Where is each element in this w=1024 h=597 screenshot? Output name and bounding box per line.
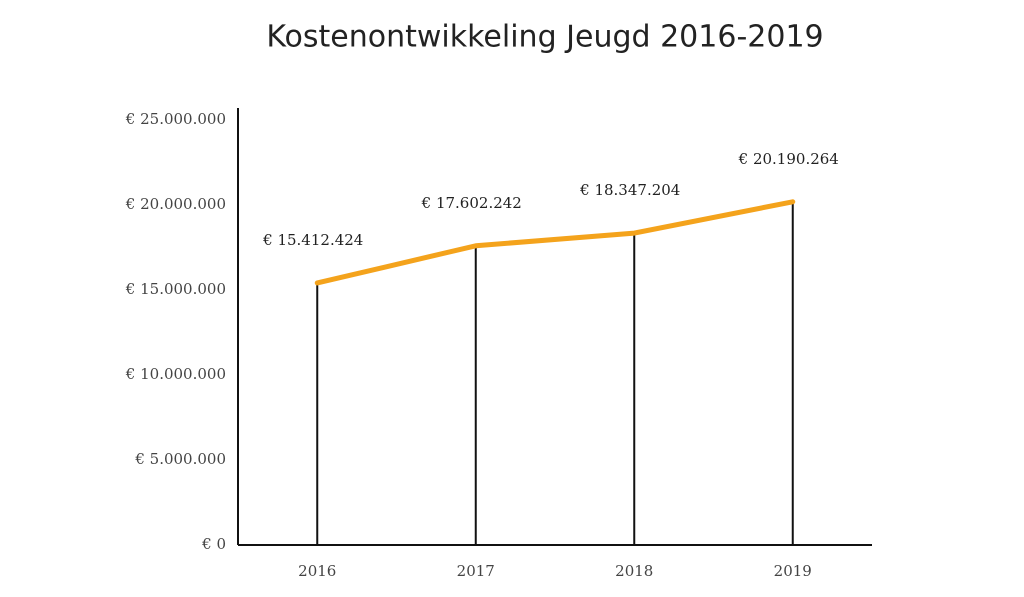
y-tick-label: € 10.000.000 <box>125 365 226 383</box>
y-tick-label: € 5.000.000 <box>134 450 226 468</box>
value-label: € 18.347.204 <box>579 181 680 199</box>
x-tick-label: 2018 <box>615 562 653 580</box>
value-label: € 17.602.242 <box>421 194 522 212</box>
x-tick-label: 2019 <box>774 562 812 580</box>
y-tick-label: € 0 <box>201 535 226 553</box>
chart-title: Kostenontwikkeling Jeugd 2016-2019 <box>266 20 823 55</box>
y-tick-label: € 20.000.000 <box>125 195 226 213</box>
value-label: € 15.412.424 <box>262 231 363 249</box>
x-tick-label: 2017 <box>457 562 495 580</box>
value-label: € 20.190.264 <box>738 150 839 168</box>
x-tick-label: 2016 <box>298 562 336 580</box>
line <box>314 199 796 286</box>
y-tick-label: € 15.000.000 <box>125 280 226 298</box>
y-tick-label: € 25.000.000 <box>125 110 226 128</box>
